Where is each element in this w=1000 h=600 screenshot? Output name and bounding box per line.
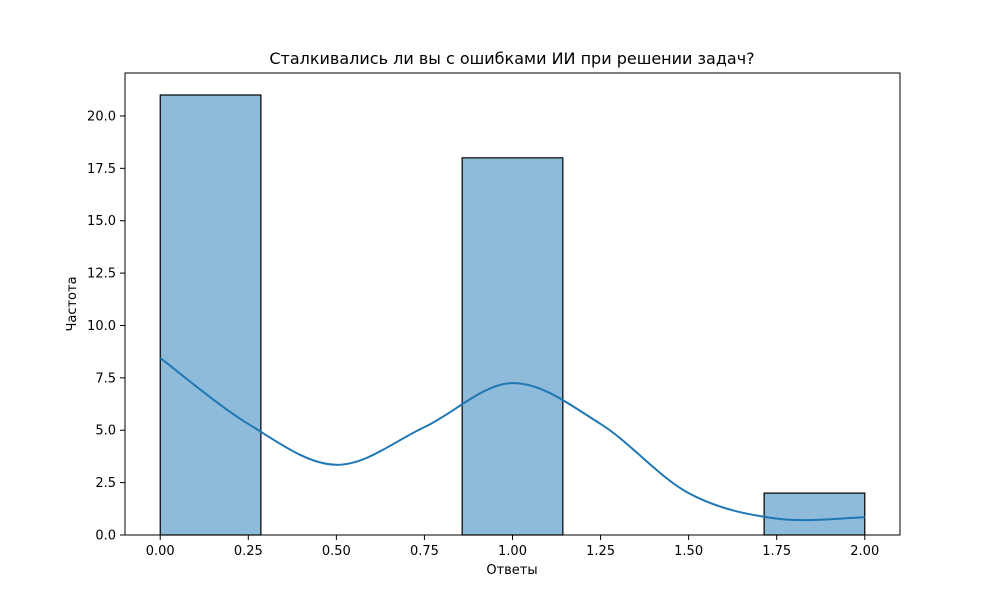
y-tick-label: 12.5 <box>87 267 116 282</box>
y-tick-label: 2.5 <box>95 476 116 491</box>
x-tick-label: 2.00 <box>850 544 879 559</box>
y-tick-label: 15.0 <box>87 214 116 229</box>
x-tick-label: 0.25 <box>234 544 263 559</box>
y-tick-label: 5.0 <box>95 424 116 439</box>
y-tick-label: 20.0 <box>87 109 116 124</box>
y-tick-label: 7.5 <box>95 371 116 386</box>
y-tick-label: 17.5 <box>87 162 116 177</box>
histogram-bar <box>763 492 866 536</box>
y-tick-label: 0.0 <box>95 529 116 544</box>
x-tick-label: 1.50 <box>674 544 703 559</box>
kde-line <box>159 357 865 522</box>
y-tick-label: 10.0 <box>87 319 116 334</box>
y-axis-label: Частота <box>65 276 80 331</box>
x-tick-label: 0.00 <box>146 544 175 559</box>
x-tick-label: 0.75 <box>410 544 439 559</box>
x-tick-label: 1.00 <box>498 544 527 559</box>
histogram-bar <box>461 157 564 536</box>
x-axis-label: Ответы <box>486 563 537 578</box>
x-tick-label: 1.25 <box>586 544 615 559</box>
x-tick-label: 1.75 <box>762 544 791 559</box>
histogram-bar <box>159 94 262 536</box>
x-tick-label: 0.50 <box>322 544 351 559</box>
chart-title: Сталкивались ли вы с ошибками ИИ при реш… <box>269 49 754 68</box>
